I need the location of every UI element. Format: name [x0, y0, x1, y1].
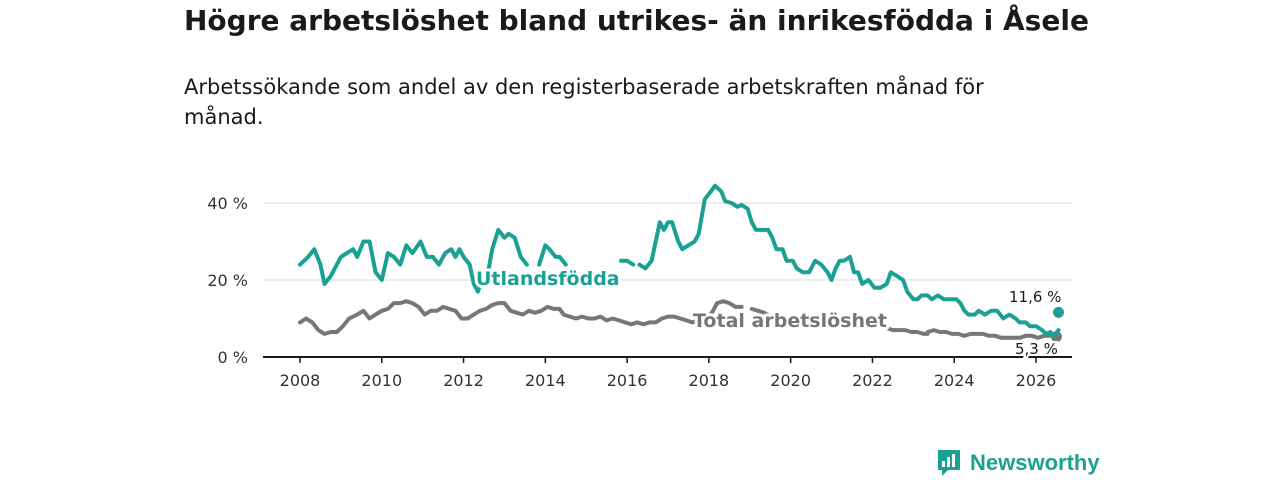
- series-label-utlandsfodda: Utlandsfödda: [476, 268, 620, 290]
- series-labels: Utlandsfödda Total arbetslöshet 11,6 % 5,3 …: [473, 265, 1061, 360]
- end-value-label-total: 5,3 %: [1015, 340, 1058, 358]
- series-line-utlandsfodda-segment: [637, 183, 1061, 338]
- y-tick-label: 20 %: [207, 271, 248, 290]
- newsworthy-logo: Newsworthy: [936, 448, 1100, 478]
- gridlines: [263, 202, 1072, 363]
- newsworthy-wordmark: Newsworthy: [970, 450, 1100, 475]
- x-tick-label: 2012: [443, 371, 484, 390]
- x-tick-label: 2008: [280, 371, 321, 390]
- y-tick-label: 40 %: [207, 194, 248, 213]
- end-point-utlandsfodda: [1052, 306, 1064, 318]
- y-axis-tick-labels: 0 % 20 % 40 %: [207, 194, 248, 367]
- chart-subtitle: Arbetssökande som andel av den registerb…: [184, 75, 984, 129]
- x-tick-label: 2024: [934, 371, 975, 390]
- x-tick-label: 2022: [852, 371, 893, 390]
- series-line-utlandsfodda-segment: [537, 243, 568, 267]
- series-line-utlandsfodda-segment: [619, 258, 636, 267]
- x-tick-label: 2026: [1016, 371, 1057, 390]
- series-label-total: Total arbetslöshet: [693, 310, 887, 332]
- series-line-total-segment: [298, 299, 744, 336]
- x-tick-label: 2016: [607, 371, 648, 390]
- x-axis-tick-labels: 2008 2010 2012 2014 2016 2018 2020 2022 2024 2026: [280, 371, 1057, 390]
- newsworthy-logo-icon: [938, 450, 960, 476]
- x-tick-label: 2020: [770, 371, 811, 390]
- x-tick-label: 2014: [525, 371, 566, 390]
- x-tick-label: 2010: [361, 371, 402, 390]
- x-tick-label: 2018: [689, 371, 730, 390]
- chart-title: Högre arbetslöshet bland utrikes- än inr…: [184, 4, 1089, 37]
- series-lines: [298, 183, 1064, 343]
- end-value-label-utlandsfodda: 11,6 %: [1009, 288, 1061, 306]
- series-line-utlandsfodda-segment: [298, 227, 529, 294]
- series-line-total-segment: [749, 306, 930, 336]
- y-tick-label: 0 %: [218, 348, 248, 367]
- series-line-total-segment: [925, 328, 1059, 340]
